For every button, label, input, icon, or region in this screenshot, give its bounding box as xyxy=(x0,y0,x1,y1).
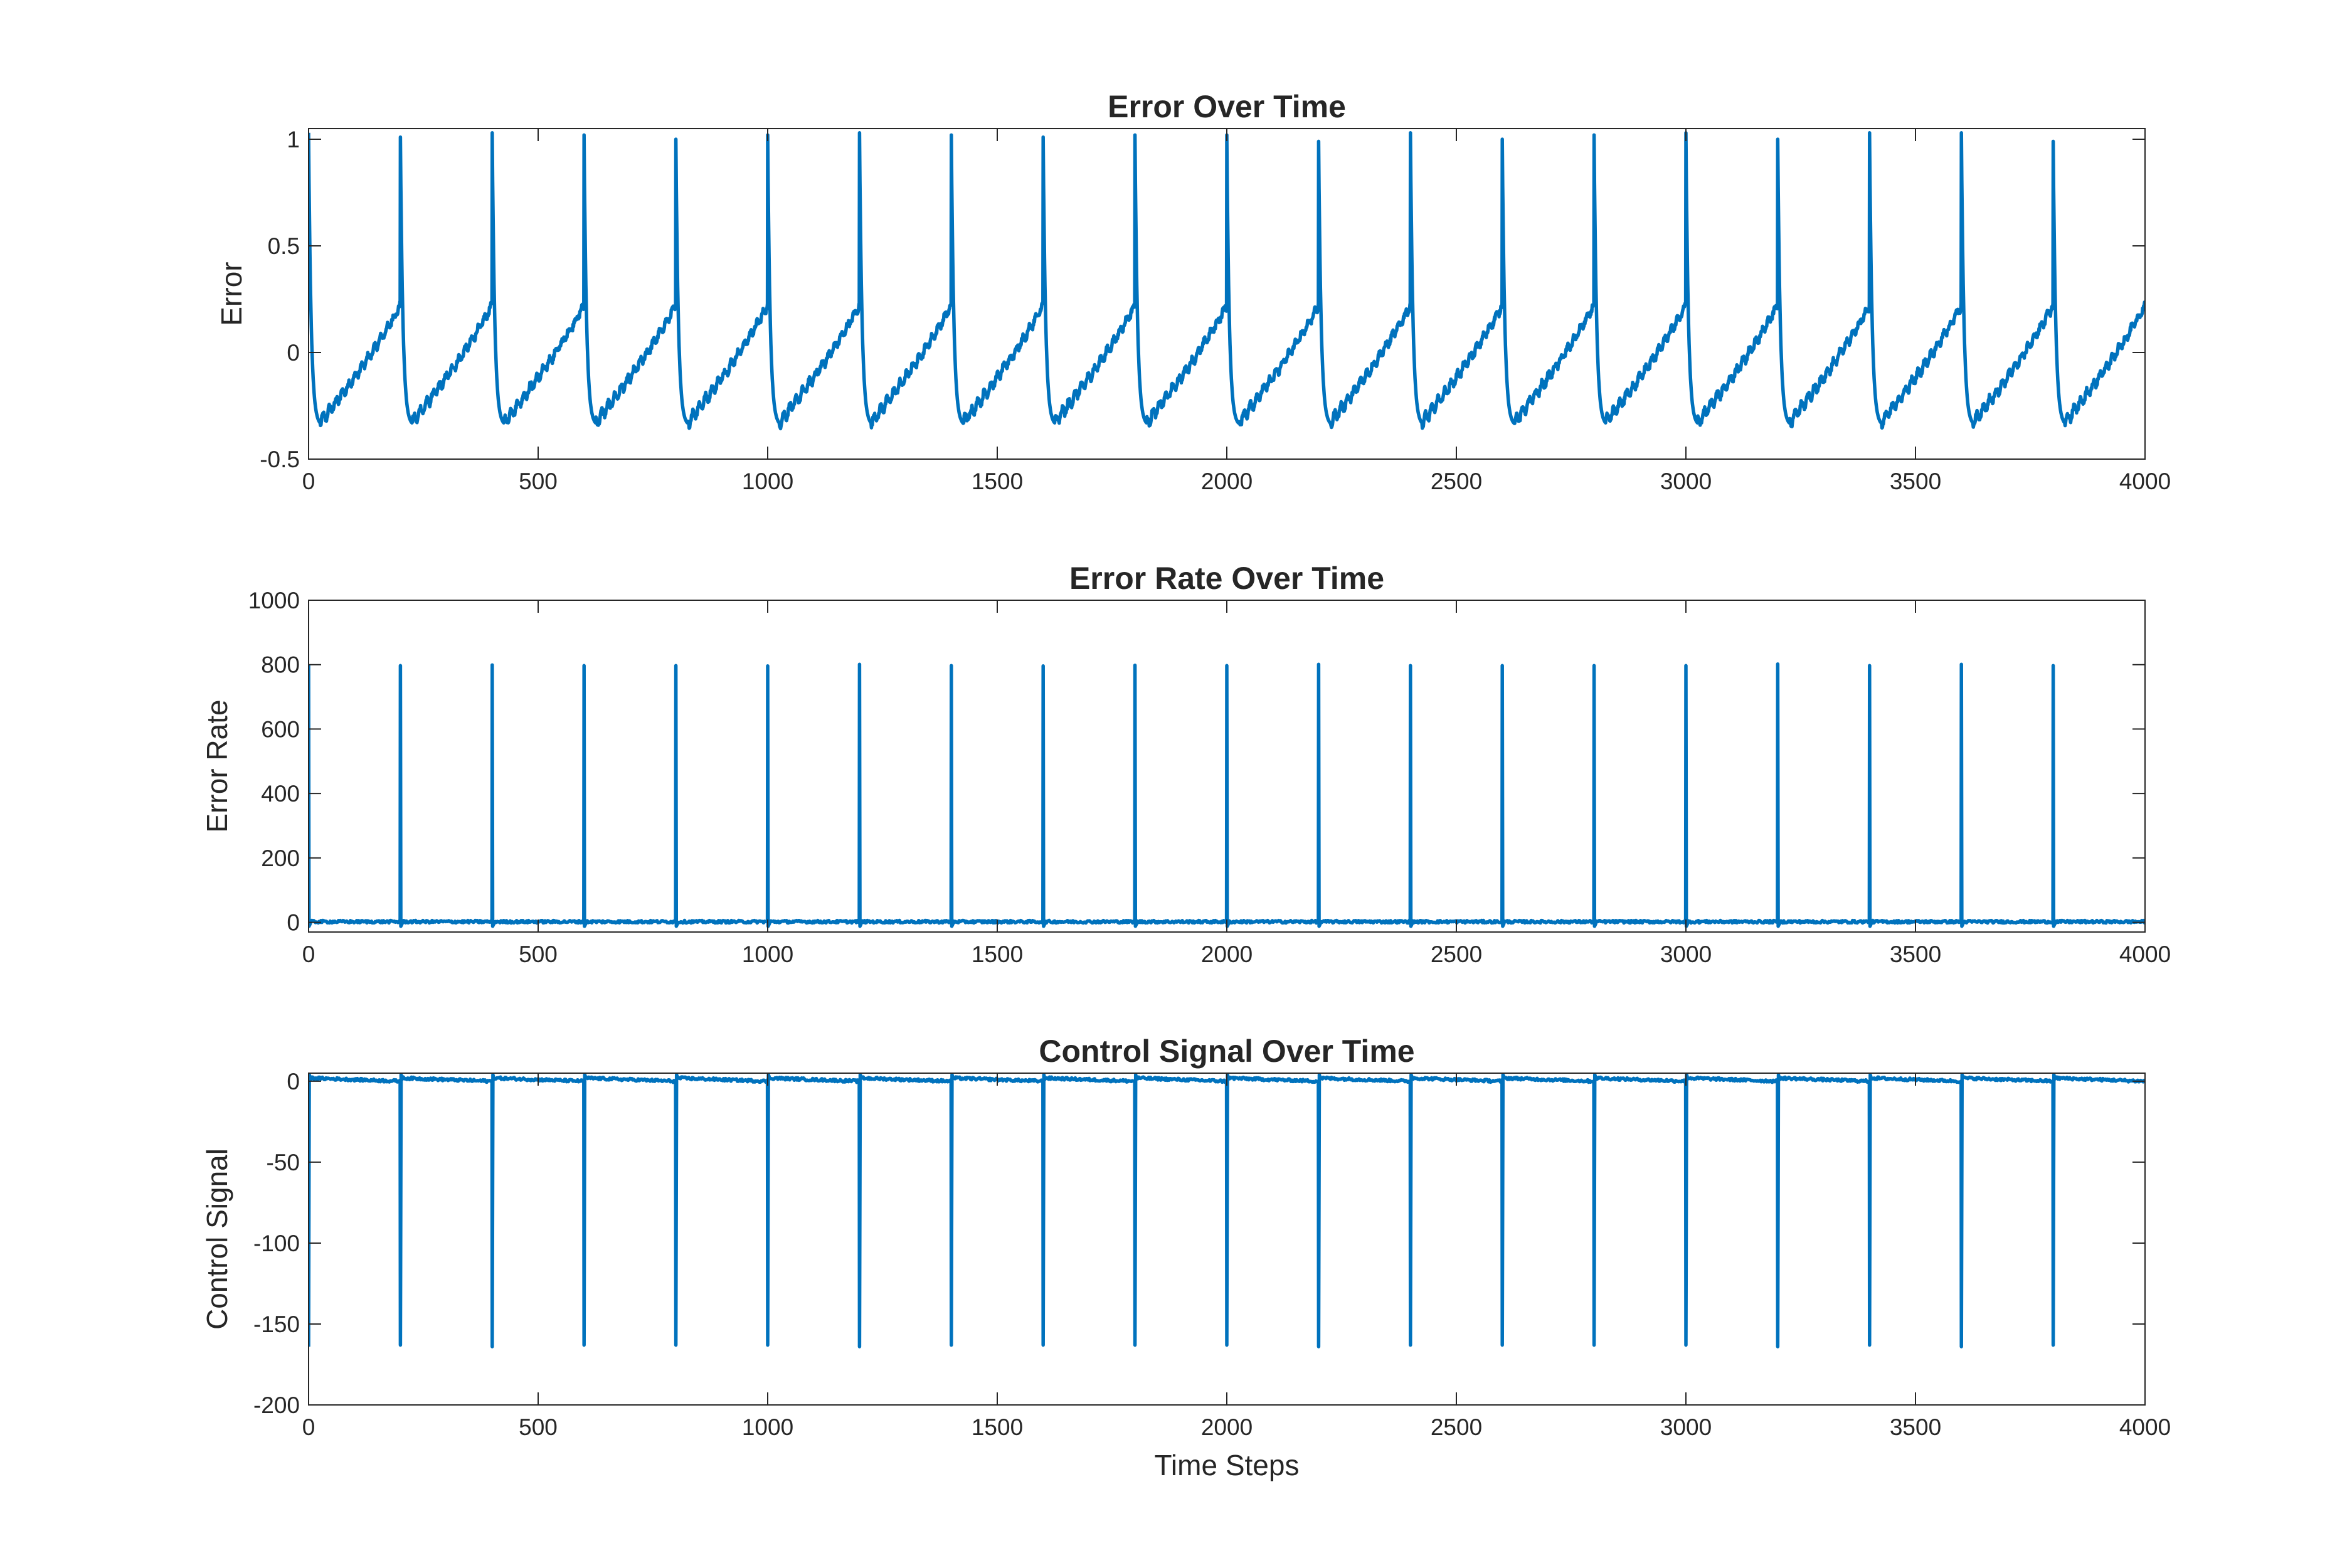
error-x-tick-label: 500 xyxy=(519,469,558,494)
error-x-tick-label: 4000 xyxy=(2119,469,2171,494)
control-signal-y-ticks: -200 -150 -100 -50 0 xyxy=(253,1069,2145,1418)
error-rate-x-tick-label: 500 xyxy=(519,941,558,967)
error-x-tick-label: 1500 xyxy=(972,469,1023,494)
error-x-tick-label: 3500 xyxy=(1890,469,1941,494)
error-x-tick-label: 2500 xyxy=(1431,469,1482,494)
control-signal-chart-title: Control Signal Over Time xyxy=(1039,1034,1414,1069)
error-rate-chart-title: Error Rate Over Time xyxy=(1069,561,1384,596)
error-x-tick-label: 2000 xyxy=(1201,469,1253,494)
error-rate-x-tick-label: 1000 xyxy=(742,941,793,967)
control-signal-x-tick-label: 2000 xyxy=(1201,1414,1253,1440)
error-x-tick-label: 1000 xyxy=(742,469,793,494)
control-signal-y-tick-label: -200 xyxy=(253,1392,300,1418)
control-signal-x-tick-label: 0 xyxy=(302,1414,315,1440)
error-rate-y-tick-label: 400 xyxy=(261,781,300,807)
control-signal-x-tick-label: 1500 xyxy=(972,1414,1023,1440)
error-rate-x-tick-label: 2000 xyxy=(1201,941,1253,967)
error-y-tick-label: -0.5 xyxy=(260,447,300,472)
error-rate-y-tick-label: 1000 xyxy=(248,588,300,613)
error-rate-y-tick-label: 200 xyxy=(261,845,300,871)
control-signal-subplot: 0 500 1000 1500 2000 2500 3000 3500 4000 -200 -15… xyxy=(201,1034,2171,1481)
error-rate-y-ticks: 0 200 400 600 800 1000 xyxy=(248,588,2145,936)
control-signal-x-tick-label: 3000 xyxy=(1660,1414,1712,1440)
control-signal-y-axis-label: Control Signal xyxy=(201,1148,233,1330)
error-x-tick-label: 0 xyxy=(302,469,315,494)
error-rate-x-tick-label: 3000 xyxy=(1660,941,1712,967)
control-signal-y-tick-label: -50 xyxy=(267,1150,300,1175)
error-y-tick-label: 0 xyxy=(287,340,300,366)
control-signal-x-ticks: 0 500 1000 1500 2000 2500 3000 3500 4000 xyxy=(302,1073,2171,1440)
control-signal-series-line xyxy=(309,1073,2145,1348)
error-rate-x-ticks: 0 500 1000 1500 2000 2500 3000 3500 4000 xyxy=(302,600,2171,967)
error-rate-x-tick-label: 3500 xyxy=(1890,941,1941,967)
error-y-axis-label: Error xyxy=(215,262,248,326)
error-rate-x-tick-label: 1500 xyxy=(972,941,1023,967)
control-signal-x-tick-label: 4000 xyxy=(2119,1414,2171,1440)
error-rate-y-axis-label: Error Rate xyxy=(201,699,233,832)
error-rate-series-line xyxy=(309,662,2145,928)
error-rate-x-tick-label: 4000 xyxy=(2119,941,2171,967)
control-signal-x-tick-label: 2500 xyxy=(1431,1414,1482,1440)
error-rate-y-tick-label: 800 xyxy=(261,652,300,678)
control-signal-y-tick-label: -100 xyxy=(253,1231,300,1256)
error-y-ticks: -0.5 0 0.5 1 xyxy=(260,127,2145,472)
control-signal-x-tick-label: 500 xyxy=(519,1414,558,1440)
error-y-tick-label: 0.5 xyxy=(268,233,300,259)
error-rate-x-tick-label: 2500 xyxy=(1431,941,1482,967)
error-rate-x-tick-label: 0 xyxy=(302,941,315,967)
error-rate-y-tick-label: 600 xyxy=(261,716,300,742)
control-signal-x-tick-label: 3500 xyxy=(1890,1414,1941,1440)
error-chart-title: Error Over Time xyxy=(1108,89,1346,124)
error-rate-subplot: 0 500 1000 1500 2000 2500 3000 3500 4000 0 200 400… xyxy=(201,561,2171,967)
error-subplot: 0 500 1000 1500 2000 2500 3000 3500 4000 -0.500.… xyxy=(215,89,2171,494)
error-y-tick-label: 1 xyxy=(287,127,300,152)
control-signal-y-tick-label: 0 xyxy=(287,1069,300,1094)
error-x-tick-label: 3000 xyxy=(1660,469,1712,494)
error-rate-y-tick-label: 0 xyxy=(287,910,300,936)
control-signal-x-tick-label: 1000 xyxy=(742,1414,793,1440)
error-x-ticks: 0 500 1000 1500 2000 2500 3000 3500 4000 xyxy=(302,129,2171,494)
control-signal-x-axis-label: Time Steps xyxy=(1155,1449,1300,1481)
control-signal-y-tick-label: -150 xyxy=(253,1311,300,1337)
